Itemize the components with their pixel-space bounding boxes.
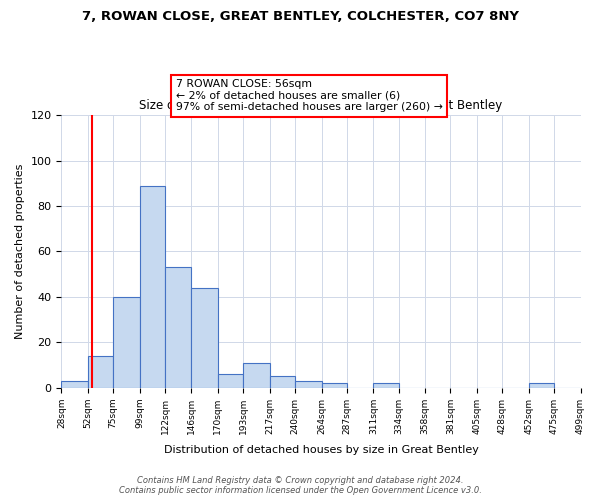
Text: 7, ROWAN CLOSE, GREAT BENTLEY, COLCHESTER, CO7 8NY: 7, ROWAN CLOSE, GREAT BENTLEY, COLCHESTE…: [82, 10, 518, 23]
Bar: [88, 356, 113, 388]
Text: 7 ROWAN CLOSE: 56sqm
← 2% of detached houses are smaller (6)
97% of semi-detache: 7 ROWAN CLOSE: 56sqm ← 2% of detached ho…: [176, 79, 442, 112]
Bar: [140, 186, 165, 388]
Bar: [295, 381, 322, 388]
Title: Size of property relative to detached houses in Great Bentley: Size of property relative to detached ho…: [139, 100, 503, 112]
Bar: [218, 374, 243, 388]
Bar: [165, 268, 191, 388]
Bar: [191, 288, 218, 388]
Bar: [322, 383, 347, 388]
Bar: [61, 381, 88, 388]
Y-axis label: Number of detached properties: Number of detached properties: [15, 164, 25, 339]
Bar: [529, 383, 554, 388]
Bar: [373, 383, 398, 388]
Text: Contains HM Land Registry data © Crown copyright and database right 2024.
Contai: Contains HM Land Registry data © Crown c…: [119, 476, 481, 495]
X-axis label: Distribution of detached houses by size in Great Bentley: Distribution of detached houses by size …: [164, 445, 478, 455]
Bar: [270, 376, 295, 388]
Bar: [113, 297, 140, 388]
Bar: [243, 363, 270, 388]
